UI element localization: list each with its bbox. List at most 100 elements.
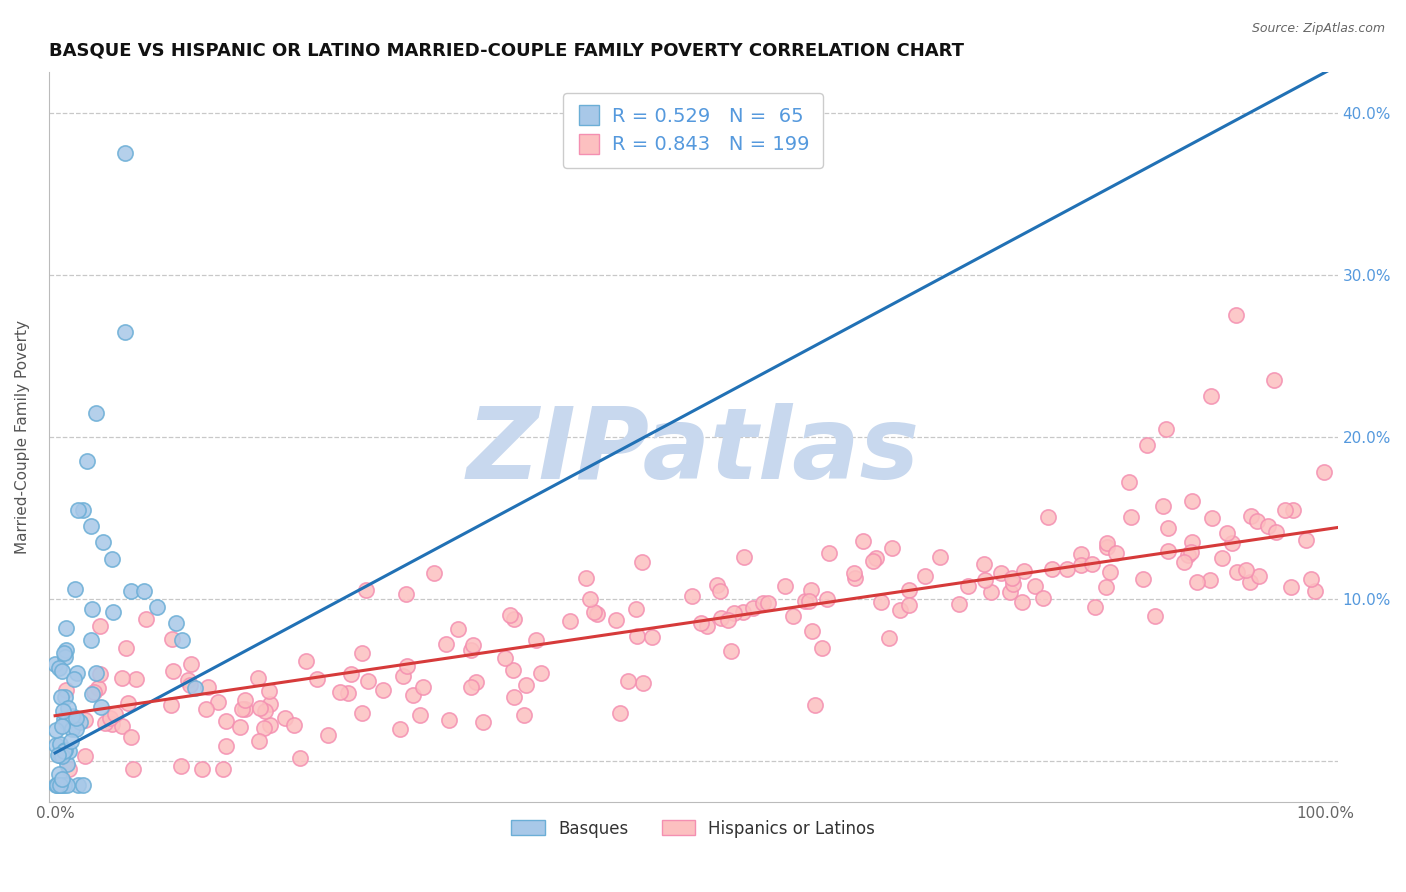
Point	[215, 714, 238, 728]
Point	[80, 687, 103, 701]
Point	[1295, 533, 1317, 548]
Point	[48, 661, 70, 675]
Point	[101, 551, 124, 566]
Point	[1240, 509, 1263, 524]
Point	[1081, 557, 1104, 571]
Point	[434, 637, 457, 651]
Point	[617, 674, 640, 689]
Point	[339, 667, 361, 681]
Point	[782, 608, 804, 623]
Point	[194, 702, 217, 716]
Point	[66, 665, 89, 680]
Point	[1313, 465, 1336, 479]
Point	[231, 701, 253, 715]
Point	[114, 325, 136, 339]
Point	[1187, 575, 1209, 590]
Point	[51, 749, 73, 764]
Point	[889, 602, 911, 616]
Point	[52, 704, 75, 718]
Point	[49, 738, 72, 752]
Point	[804, 698, 827, 713]
Point	[1299, 573, 1322, 587]
Point	[447, 622, 470, 636]
Point	[65, 722, 87, 736]
Point	[60, 709, 83, 723]
Point	[215, 739, 238, 753]
Point	[53, 778, 76, 792]
Point	[65, 711, 87, 725]
Point	[55, 715, 77, 730]
Point	[1136, 438, 1159, 452]
Point	[422, 566, 444, 580]
Point	[55, 643, 77, 657]
Point	[45, 778, 67, 792]
Point	[503, 690, 526, 705]
Point	[179, 678, 201, 692]
Point	[1215, 526, 1237, 541]
Point	[66, 503, 89, 517]
Point	[624, 602, 647, 616]
Point	[990, 566, 1012, 580]
Point	[51, 772, 73, 787]
Point	[973, 558, 995, 572]
Point	[1011, 594, 1033, 608]
Point	[793, 594, 815, 608]
Point	[586, 607, 609, 622]
Point	[1084, 599, 1107, 614]
Point	[810, 641, 832, 656]
Point	[316, 728, 339, 742]
Point	[56, 778, 79, 792]
Point	[898, 582, 921, 597]
Point	[706, 578, 728, 592]
Point	[76, 454, 98, 468]
Point	[689, 616, 711, 631]
Point	[233, 702, 256, 716]
Point	[253, 704, 276, 718]
Point	[773, 579, 796, 593]
Point	[882, 541, 904, 555]
Point	[132, 583, 155, 598]
Point	[460, 680, 482, 694]
Point	[1095, 536, 1118, 550]
Point	[305, 672, 328, 686]
Point	[558, 614, 581, 628]
Point	[90, 699, 112, 714]
Point	[114, 146, 136, 161]
Point	[373, 682, 395, 697]
Point	[283, 718, 305, 732]
Point	[44, 657, 66, 671]
Point	[439, 713, 461, 727]
Point	[51, 778, 73, 792]
Point	[83, 685, 105, 699]
Point	[1198, 573, 1220, 587]
Point	[609, 706, 631, 720]
Point	[948, 597, 970, 611]
Point	[104, 707, 127, 722]
Point	[1177, 548, 1199, 562]
Point	[257, 684, 280, 698]
Point	[1282, 502, 1305, 516]
Point	[583, 605, 606, 619]
Point	[52, 712, 75, 726]
Point	[1173, 555, 1195, 569]
Point	[98, 711, 121, 725]
Point	[1032, 591, 1054, 606]
Point	[388, 722, 411, 736]
Point	[45, 738, 67, 752]
Point	[1095, 541, 1118, 555]
Point	[191, 762, 214, 776]
Point	[352, 646, 374, 660]
Point	[460, 643, 482, 657]
Point	[114, 640, 136, 655]
Point	[274, 711, 297, 725]
Point	[295, 654, 318, 668]
Point	[401, 688, 423, 702]
Point	[865, 551, 887, 566]
Point	[55, 742, 77, 756]
Point	[1246, 514, 1268, 528]
Point	[120, 583, 142, 598]
Point	[914, 569, 936, 583]
Point	[160, 632, 183, 646]
Point	[53, 650, 76, 665]
Point	[55, 683, 77, 698]
